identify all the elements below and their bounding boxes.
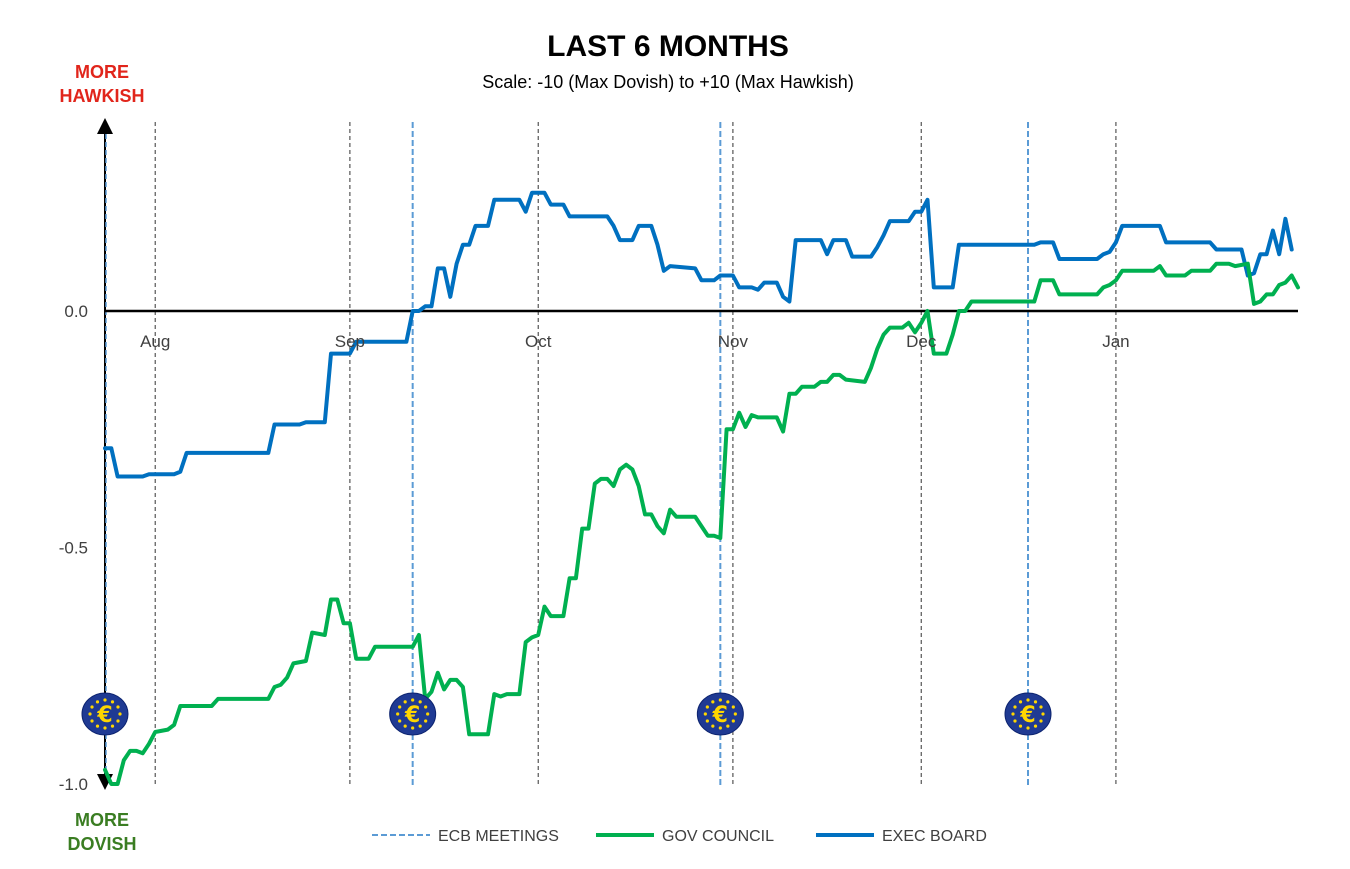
euro-star [1039,719,1043,723]
euro-star [118,712,122,716]
euro-star [90,705,94,709]
euro-coin [81,692,129,736]
euro-star [398,719,402,723]
euro-star [731,719,735,723]
euro-star [718,698,722,702]
ecb-meeting-icons: € € € € [81,692,1052,736]
euro-star [1011,712,1015,716]
y-tick-label: -1.0 [59,775,88,794]
euro-star [110,700,115,704]
euro-star [426,712,430,716]
euro-star [703,712,707,716]
chart-subtitle: Scale: -10 (Max Dovish) to +10 (Max Hawk… [482,72,854,92]
legend: ECB MEETINGS GOV COUNCIL EXEC BOARD [372,828,987,845]
euro-star [1013,705,1017,709]
y-tick-labels: 0.0 -0.5 -1.0 [59,302,88,794]
euro-symbol: € [712,703,728,728]
euro-star [1013,719,1017,723]
euro-star [711,724,715,728]
euro-star [1026,726,1030,730]
euro-star [95,724,100,728]
euro-star [88,712,92,716]
month-labels: Aug Sep Oct Nov Dec Jan [140,332,1130,351]
euro-star [731,705,735,709]
euro-star [726,700,730,704]
euro-icon: € [389,692,437,736]
euro-symbol: € [404,703,420,728]
euro-star [418,700,422,704]
y-tick-label: -0.5 [59,539,88,558]
x-tick-oct: Oct [525,332,552,351]
euro-star [95,700,100,704]
legend-label-exec-board: EXEC BOARD [882,828,987,845]
euro-star [103,698,107,702]
euro-star [116,705,120,709]
euro-star [1041,712,1045,716]
x-tick-nov: Nov [718,332,749,351]
euro-star [424,705,428,709]
euro-coin [1004,692,1052,736]
x-tick-sep: Sep [335,332,365,351]
euro-star [110,724,115,728]
euro-coin [696,692,744,736]
euro-star [403,724,407,728]
y-tick-label: 0.0 [64,302,88,321]
euro-star [705,719,709,723]
euro-star [398,705,402,709]
axes [97,118,1298,790]
euro-symbol: € [96,703,112,728]
euro-star [116,719,120,723]
euro-star [90,719,94,723]
euro-star [424,719,428,723]
euro-star [418,724,422,728]
more-hawkish-line-1: MORE [75,62,129,82]
euro-symbol: € [1019,703,1035,728]
more-hawkish-line-2: HAWKISH [59,86,145,106]
euro-star [1018,724,1023,728]
euro-icon: € [1004,692,1052,736]
more-dovish-line-2: DOVISH [67,834,137,854]
euro-star [411,698,415,702]
euro-star [1039,705,1043,709]
euro-star [718,726,722,730]
euro-star [1033,700,1038,704]
euro-star [733,712,737,716]
series-exec-board [103,190,1294,479]
month-gridlines [154,122,1117,786]
euro-star [1026,698,1030,702]
ecb-meeting-lines [411,122,1030,786]
euro-star [396,712,400,716]
euro-star [403,700,407,704]
series-lines [103,190,1300,786]
x-tick-jan: Jan [1102,332,1129,351]
more-dovish-line-1: MORE [75,810,129,830]
series-gov-council [103,261,1300,786]
euro-star [711,700,715,704]
x-tick-dec: Dec [906,332,937,351]
legend-label-gov-council: GOV COUNCIL [662,828,774,845]
euro-star [1033,724,1038,728]
euro-star [705,705,709,709]
euro-star [726,724,730,728]
euro-icon: € [81,692,129,736]
x-tick-aug: Aug [140,332,170,351]
euro-coin [389,692,437,736]
euro-icon: € [696,692,744,736]
more-hawkish-label: MORE HAWKISH [50,60,154,108]
more-dovish-label: MORE DOVISH [50,808,154,856]
chart-title: LAST 6 MONTHS [547,30,789,63]
legend-label-ecb-meetings: ECB MEETINGS [438,828,559,845]
euro-star [1018,700,1023,704]
euro-star [103,726,107,730]
euro-star [411,726,415,730]
